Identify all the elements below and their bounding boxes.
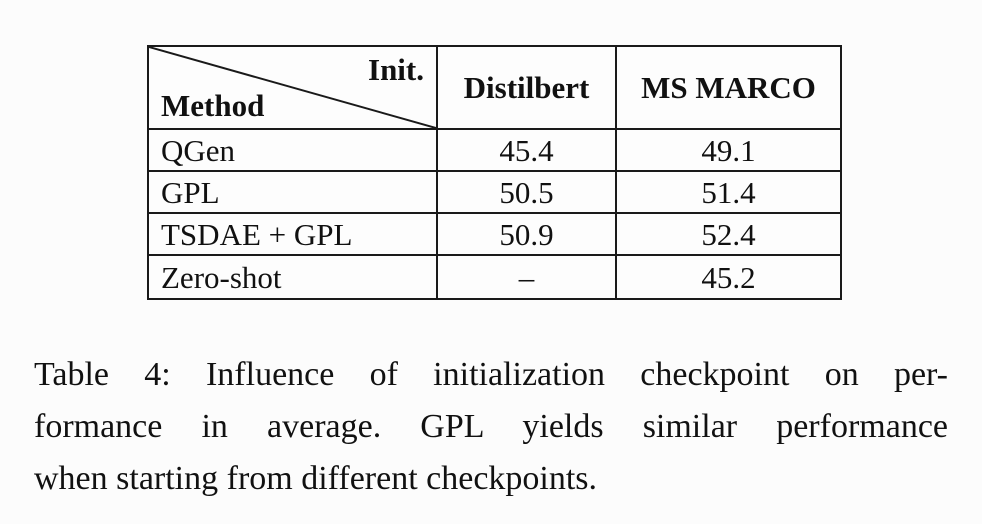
value-cell: –: [438, 256, 617, 298]
method-cell: GPL: [149, 172, 438, 214]
value-cell: 52.4: [617, 214, 840, 256]
caption-line: Table 4: Influence of initialization che…: [34, 356, 948, 393]
value-cell: 50.5: [438, 172, 617, 214]
value-cell: 50.9: [438, 214, 617, 256]
results-table: Init. Method Distilbert MS MARCO QGen 45…: [147, 45, 842, 300]
corner-label-method: Method: [161, 88, 265, 123]
value-cell: 45.4: [438, 130, 617, 172]
caption-line: formance in average. GPL yields similar …: [34, 408, 948, 445]
column-header-distilbert: Distilbert: [438, 47, 617, 130]
value-cell: 51.4: [617, 172, 840, 214]
value-cell: 49.1: [617, 130, 840, 172]
column-header-msmarco: MS MARCO: [617, 47, 840, 130]
caption-line: when starting from different checkpoints…: [34, 460, 598, 497]
method-cell: QGen: [149, 130, 438, 172]
method-cell: TSDAE + GPL: [149, 214, 438, 256]
method-cell: Zero-shot: [149, 256, 438, 298]
table-caption: Table 4: Influence of initialization che…: [34, 349, 948, 505]
corner-label-init: Init.: [368, 52, 424, 87]
header-diagonal-line: [149, 47, 436, 128]
value-cell: 45.2: [617, 256, 840, 298]
corner-header-cell: Init. Method: [149, 47, 438, 130]
